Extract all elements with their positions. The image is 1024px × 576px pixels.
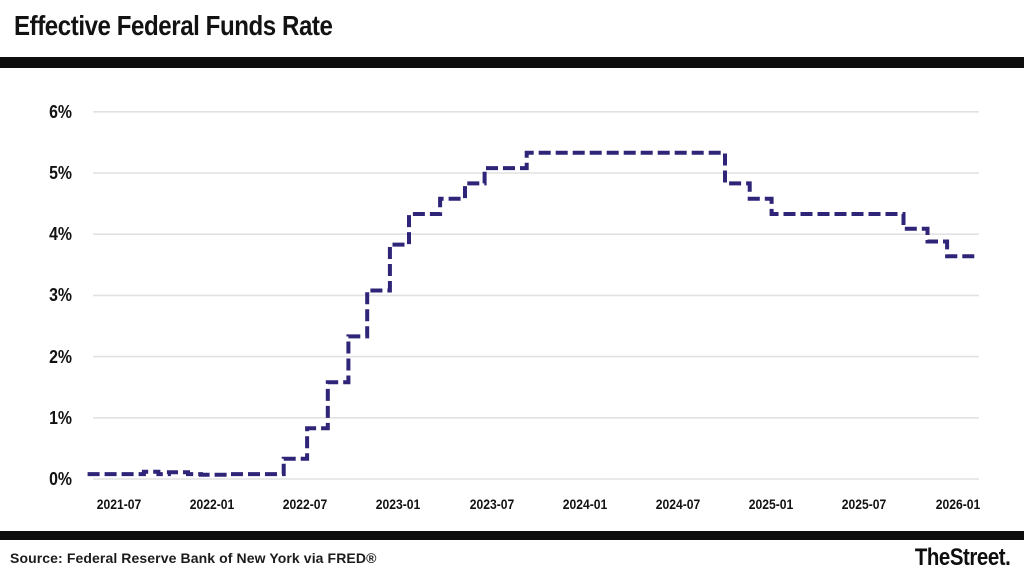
y-tick-label: 4% (49, 224, 72, 245)
y-tick-label: 2% (49, 346, 72, 367)
x-tick-label: 2024-01 (562, 497, 607, 512)
x-tick-label: 2021-07 (96, 497, 141, 512)
x-tick-label: 2025-07 (842, 497, 887, 512)
y-tick-label: 5% (49, 163, 72, 183)
thestreet-logo-text: TheStreet (914, 544, 1005, 571)
rate-series-line (87, 150, 978, 477)
x-tick-label: 2025-01 (748, 497, 794, 512)
top-divider-bar (0, 57, 1024, 68)
page-title: Effective Federal Funds Rate (14, 10, 333, 41)
thestreet-logo: TheStreet. (914, 544, 1010, 572)
y-tick-label: 3% (49, 285, 72, 306)
y-tick-label: 0% (49, 469, 72, 489)
x-tick-label: 2024-07 (655, 497, 701, 512)
x-tick-label: 2023-07 (469, 497, 514, 512)
x-tick-label: 2023-01 (376, 497, 421, 512)
x-tick-label: 2026-01 (935, 497, 980, 512)
x-tick-label: 2022-07 (282, 497, 328, 512)
y-tick-label: 1% (49, 407, 72, 428)
thestreet-logo-dot: . (1004, 544, 1011, 571)
source-attribution: Source: Federal Reserve Bank of New York… (10, 550, 377, 566)
x-tick-label: 2022-01 (189, 497, 235, 512)
y-tick-label: 6% (49, 101, 72, 122)
bottom-divider-bar (0, 531, 1024, 540)
